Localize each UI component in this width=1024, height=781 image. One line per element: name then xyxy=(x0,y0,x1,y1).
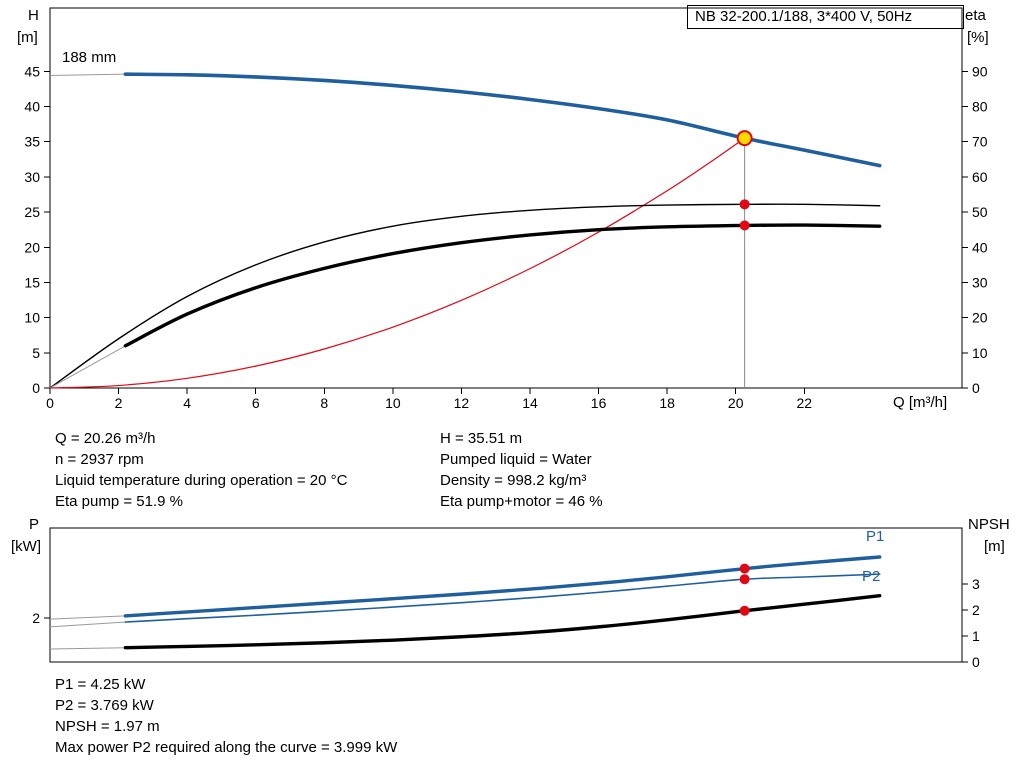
npsh-axis-unit: [m] xyxy=(984,538,1005,555)
duty-info-right: H = 35.51 m Pumped liquid = Water Densit… xyxy=(440,430,603,514)
left-tick-label: 30 xyxy=(24,169,40,185)
right-tick-label: 90 xyxy=(972,63,988,79)
power-npsh-chart[interactable]: 2 0 1 2 3 xyxy=(0,515,1024,681)
left-tick-label: 15 xyxy=(24,274,40,290)
left-tick-label: 45 xyxy=(24,63,40,79)
hq-eta-chart[interactable]: 0 5 10 15 20 25 30 35 40 45 0 10 20 30 40 50 60 70 80 90 0 2 4… xyxy=(0,0,1024,424)
right-tick-label: 1 xyxy=(972,628,980,644)
h-axis-unit: [m] xyxy=(17,29,38,46)
head-curve-lead xyxy=(49,73,126,77)
duty-point[interactable] xyxy=(736,130,753,147)
p2-curve-lead xyxy=(49,621,126,628)
p1-curve-lead xyxy=(49,615,126,620)
left-tick-label: 25 xyxy=(24,204,40,220)
x-tick-label: 16 xyxy=(591,395,607,411)
eta-axis-name: eta xyxy=(965,7,986,24)
p-axis-name: P xyxy=(29,516,40,533)
x-tick-label: 4 xyxy=(183,395,191,411)
head-curve xyxy=(123,72,882,168)
info-flow: Q = 20.26 m³/h xyxy=(55,430,156,447)
right-tick-label: 0 xyxy=(972,380,980,396)
left-tick-label: 20 xyxy=(24,239,40,255)
right-tick-label: 50 xyxy=(972,204,988,220)
x-tick-label: 14 xyxy=(522,395,538,411)
info-eta-pump-motor: Eta pump+motor = 46 % xyxy=(440,493,603,510)
impeller-diameter-label: 188 mm xyxy=(62,49,117,66)
left-tick-label: 10 xyxy=(24,310,40,326)
p1-curve-label: P1 xyxy=(866,528,885,545)
system-curve xyxy=(49,137,746,389)
info-temperature: Liquid temperature during operation = 20… xyxy=(55,472,348,489)
result-p2: P2 = 3.769 kW xyxy=(55,697,154,714)
p-axis-unit: [kW] xyxy=(11,538,41,555)
right-tick-label: 3 xyxy=(972,576,980,592)
eta-pump-motor-curve-lead xyxy=(49,345,126,389)
x-tick-label: 20 xyxy=(728,395,744,411)
left-tick-label: 2 xyxy=(32,610,40,626)
h-axis-name: H xyxy=(28,7,39,24)
info-density: Density = 998.2 kg/m³ xyxy=(440,472,587,489)
x-tick-label: 6 xyxy=(252,395,260,411)
x-tick-label: 22 xyxy=(796,395,812,411)
duty-info-left: Q = 20.26 m³/h n = 2937 rpm Liquid tempe… xyxy=(55,430,347,514)
plot-frame xyxy=(49,527,963,663)
left-tick-label: 0 xyxy=(32,380,40,396)
results-block: P1 = 4.25 kW P2 = 3.769 kW NPSH = 1.97 m… xyxy=(55,676,397,760)
npsh-curve xyxy=(123,593,882,650)
npsh-axis-name: NPSH xyxy=(968,516,1010,533)
result-npsh: NPSH = 1.97 m xyxy=(55,718,160,735)
right-tick-label: 70 xyxy=(972,134,988,150)
right-tick-label: 2 xyxy=(972,602,980,618)
info-speed: n = 2937 rpm xyxy=(55,451,144,468)
x-tick-label: 2 xyxy=(115,395,123,411)
left-tick-label: 35 xyxy=(24,134,40,150)
p2-curve xyxy=(124,573,881,623)
info-head: H = 35.51 m xyxy=(440,430,523,447)
q-axis-label: Q [m³/h] xyxy=(893,394,948,411)
x-tick-label: 12 xyxy=(454,395,470,411)
result-p1: P1 = 4.25 kW xyxy=(55,676,146,693)
right-tick-label: 0 xyxy=(972,654,980,670)
x-tick-label: 8 xyxy=(320,395,328,411)
x-tick-label: 18 xyxy=(659,395,675,411)
p1-point xyxy=(739,563,750,574)
x-tick-label: 10 xyxy=(385,395,401,411)
x-tick-label: 0 xyxy=(46,395,54,411)
info-eta-pump: Eta pump = 51.9 % xyxy=(55,493,183,510)
eta-axis-unit: [%] xyxy=(967,29,989,46)
info-liquid: Pumped liquid = Water xyxy=(440,451,592,468)
eta-pump-motor-point xyxy=(739,220,750,231)
left-tick-label: 5 xyxy=(32,345,40,361)
p2-point xyxy=(739,574,750,585)
left-tick-label: 40 xyxy=(24,99,40,115)
right-tick-label: 10 xyxy=(972,345,988,361)
p2-curve-label: P2 xyxy=(862,568,881,585)
npsh-point xyxy=(739,605,750,616)
npsh-curve-lead xyxy=(49,647,126,650)
right-tick-label: 30 xyxy=(972,274,988,290)
eta-pump-point xyxy=(739,199,750,210)
eta-pump-motor-curve xyxy=(123,223,882,348)
plot-frame xyxy=(49,7,963,389)
right-tick-label: 20 xyxy=(972,310,988,326)
right-tick-label: 60 xyxy=(972,169,988,185)
result-max-power: Max power P2 required along the curve = … xyxy=(55,739,398,756)
eta-pump-curve xyxy=(49,203,881,389)
right-tick-label: 80 xyxy=(972,99,988,115)
pump-title: NB 32-200.1/188, 3*400 V, 50Hz xyxy=(687,5,964,29)
right-tick-label: 40 xyxy=(972,239,988,255)
